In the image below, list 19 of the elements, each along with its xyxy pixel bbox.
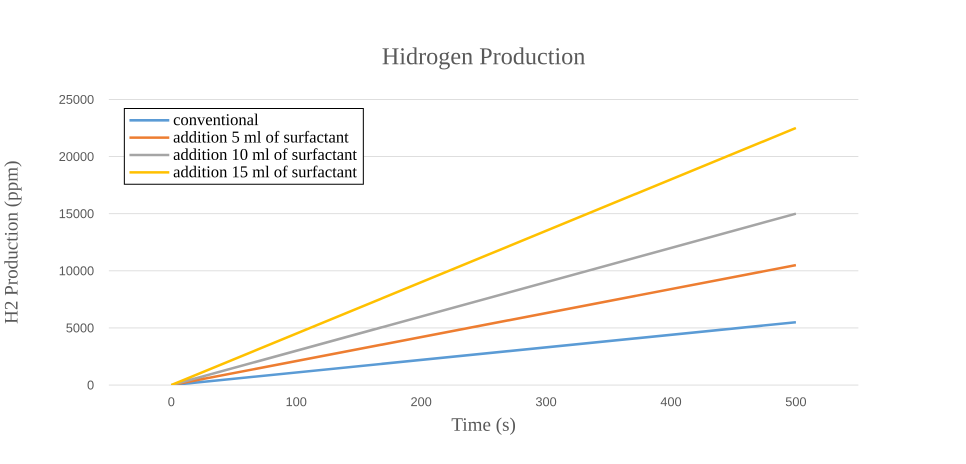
y-tick-label: 0	[88, 380, 94, 390]
chart-title: Hidrogen Production	[382, 47, 585, 70]
x-tick-label: 300	[536, 397, 556, 406]
y-tick-label: 20000	[59, 152, 94, 162]
x-tick-label: 400	[660, 397, 682, 406]
y-tick-label: 25000	[59, 94, 94, 104]
x-tick-label: 0	[168, 397, 174, 406]
legend-label: addition 5 ml of surfactant	[174, 130, 349, 143]
y-tick-label: 15000	[60, 209, 94, 218]
y-tick-label: 10000	[60, 266, 94, 276]
legend-label: addition 10 ml of surfactant	[174, 148, 357, 160]
x-tick-label: 100	[286, 397, 306, 406]
y-axis-title: H2 Production (ppm)	[4, 161, 22, 324]
x-tick-label: 500	[786, 397, 806, 406]
legend-label: conventional	[174, 114, 258, 126]
y-tick-label: 5000	[66, 323, 94, 332]
x-tick-label: 200	[411, 397, 432, 406]
legend-label: addition 15 ml of surfactant	[174, 166, 357, 178]
x-axis-title: Time (s)	[452, 418, 516, 435]
